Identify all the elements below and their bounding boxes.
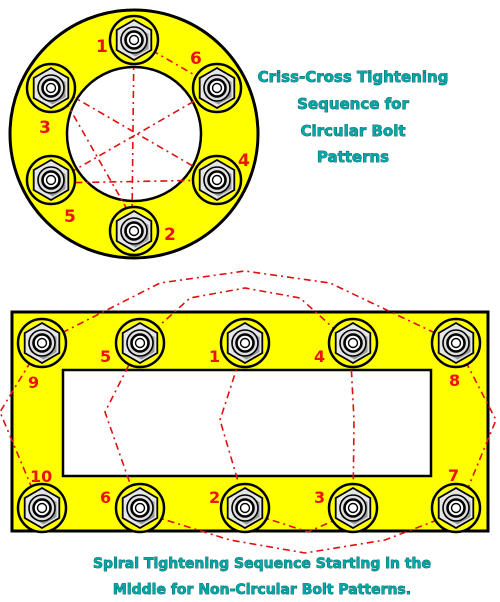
top-bolt-number-8: 8 — [449, 371, 460, 390]
circular-bolt-number-4: 4 — [238, 151, 250, 171]
circular-bolt-5 — [25, 154, 77, 206]
rectangular-flange-opening — [61, 368, 433, 478]
circular-bolt-number-6: 6 — [190, 49, 202, 69]
bottom-bolt-number-7: 7 — [448, 466, 459, 485]
bottom-bolt-7 — [430, 482, 482, 534]
rectangular-pattern-caption: Spiral Tightening Sequence Starting in t… — [93, 556, 432, 599]
top-bolt-5 — [114, 317, 166, 369]
circular-caption-line-4: Patterns — [317, 148, 389, 166]
top-bolt-1 — [219, 317, 271, 369]
circular-caption-line-3: Circular Bolt — [300, 122, 405, 140]
circular-bolt-2 — [108, 205, 160, 257]
circular-bolt-6 — [191, 62, 243, 114]
circular-bolt-3 — [25, 62, 77, 114]
top-bolt-9 — [16, 317, 68, 369]
circular-bolt-number-3: 3 — [39, 118, 51, 138]
rectangular-caption-line-2: Middle for Non-Circular Bolt Patterns. — [113, 582, 411, 598]
circular-bolt-4 — [191, 154, 243, 206]
circular-flange — [8, 8, 260, 260]
rectangular-caption-line-1: Spiral Tightening Sequence Starting in t… — [93, 556, 431, 572]
bottom-bolt-6 — [114, 482, 166, 534]
circular-bolt-number-5: 5 — [64, 207, 76, 227]
bottom-bolt-number-10: 10 — [30, 467, 52, 486]
top-bolt-8 — [430, 317, 482, 369]
top-bolt-4 — [327, 317, 379, 369]
circular-bolt-number-1: 1 — [96, 37, 108, 57]
circular-bolt-numbers: 1 2 3 4 5 6 — [39, 37, 250, 245]
bottom-bolt-3 — [327, 482, 379, 534]
circular-bolt-1 — [108, 14, 160, 66]
bottom-bolt-10 — [16, 482, 68, 534]
bottom-bolt-number-2: 2 — [209, 488, 220, 507]
rectangular-bolt-numbers: 9 5 1 4 8 10 6 2 3 7 — [28, 347, 460, 507]
circular-flange-bore — [65, 65, 203, 203]
top-bolt-number-4: 4 — [314, 347, 325, 366]
circular-caption-line-2: Sequence for — [297, 95, 409, 113]
circular-pattern-caption: Criss-Cross Tightening Sequence for Circ… — [257, 68, 449, 167]
top-bolt-number-5: 5 — [100, 347, 111, 366]
circular-bolts — [25, 14, 243, 257]
bottom-bolt-number-3: 3 — [314, 488, 325, 507]
rectangular-bolts — [16, 317, 482, 534]
bottom-bolt-2 — [219, 482, 271, 534]
circular-bolt-number-2: 2 — [164, 225, 176, 245]
bottom-bolt-number-6: 6 — [100, 488, 111, 507]
top-bolt-number-1: 1 — [209, 347, 220, 366]
top-bolt-number-9: 9 — [28, 373, 39, 392]
circular-caption-line-1: Criss-Cross Tightening — [258, 68, 449, 86]
